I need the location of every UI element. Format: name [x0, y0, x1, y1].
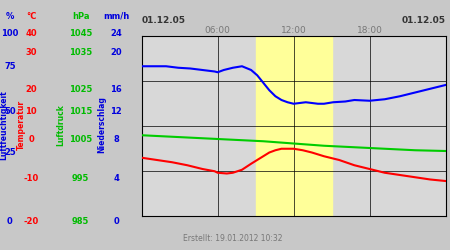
Text: %: % — [6, 12, 14, 21]
Text: 1005: 1005 — [69, 136, 92, 144]
Text: Luftfeuchtigkeit: Luftfeuchtigkeit — [0, 90, 8, 160]
Text: 01.12.05: 01.12.05 — [401, 16, 446, 24]
Text: 24: 24 — [110, 29, 122, 38]
Text: 100: 100 — [1, 29, 18, 38]
Text: hPa: hPa — [72, 12, 90, 21]
Text: 16: 16 — [110, 86, 122, 94]
Text: 30: 30 — [26, 48, 37, 57]
Text: Luftdruck: Luftdruck — [56, 104, 65, 146]
Text: Niederschlag: Niederschlag — [98, 96, 107, 154]
Text: 25: 25 — [4, 148, 16, 157]
Text: 1035: 1035 — [69, 48, 92, 57]
Text: 1015: 1015 — [69, 107, 93, 116]
Text: -10: -10 — [23, 174, 39, 183]
Text: 10: 10 — [25, 107, 37, 116]
Text: 995: 995 — [72, 174, 90, 183]
Text: 20: 20 — [25, 86, 37, 94]
Text: 01.12.05: 01.12.05 — [142, 16, 186, 24]
Text: 0: 0 — [7, 217, 13, 226]
Text: -20: -20 — [23, 217, 39, 226]
Text: 8: 8 — [113, 136, 119, 144]
Text: Erstellt: 19.01.2012 10:32: Erstellt: 19.01.2012 10:32 — [183, 234, 283, 243]
Text: 4: 4 — [113, 174, 119, 183]
Text: mm/h: mm/h — [103, 12, 129, 21]
Text: 985: 985 — [72, 217, 90, 226]
Text: 75: 75 — [4, 62, 16, 71]
Text: 20: 20 — [110, 48, 122, 57]
Text: 1045: 1045 — [69, 29, 93, 38]
Text: 0: 0 — [28, 136, 34, 144]
Text: 1025: 1025 — [69, 86, 93, 94]
Text: °C: °C — [26, 12, 36, 21]
Bar — [256, 36, 293, 216]
Text: 50: 50 — [4, 107, 16, 116]
Text: 0: 0 — [113, 217, 119, 226]
Text: 12: 12 — [110, 107, 122, 116]
Text: Temperatur: Temperatur — [17, 100, 26, 150]
Bar — [293, 36, 332, 216]
Text: 40: 40 — [25, 29, 37, 38]
